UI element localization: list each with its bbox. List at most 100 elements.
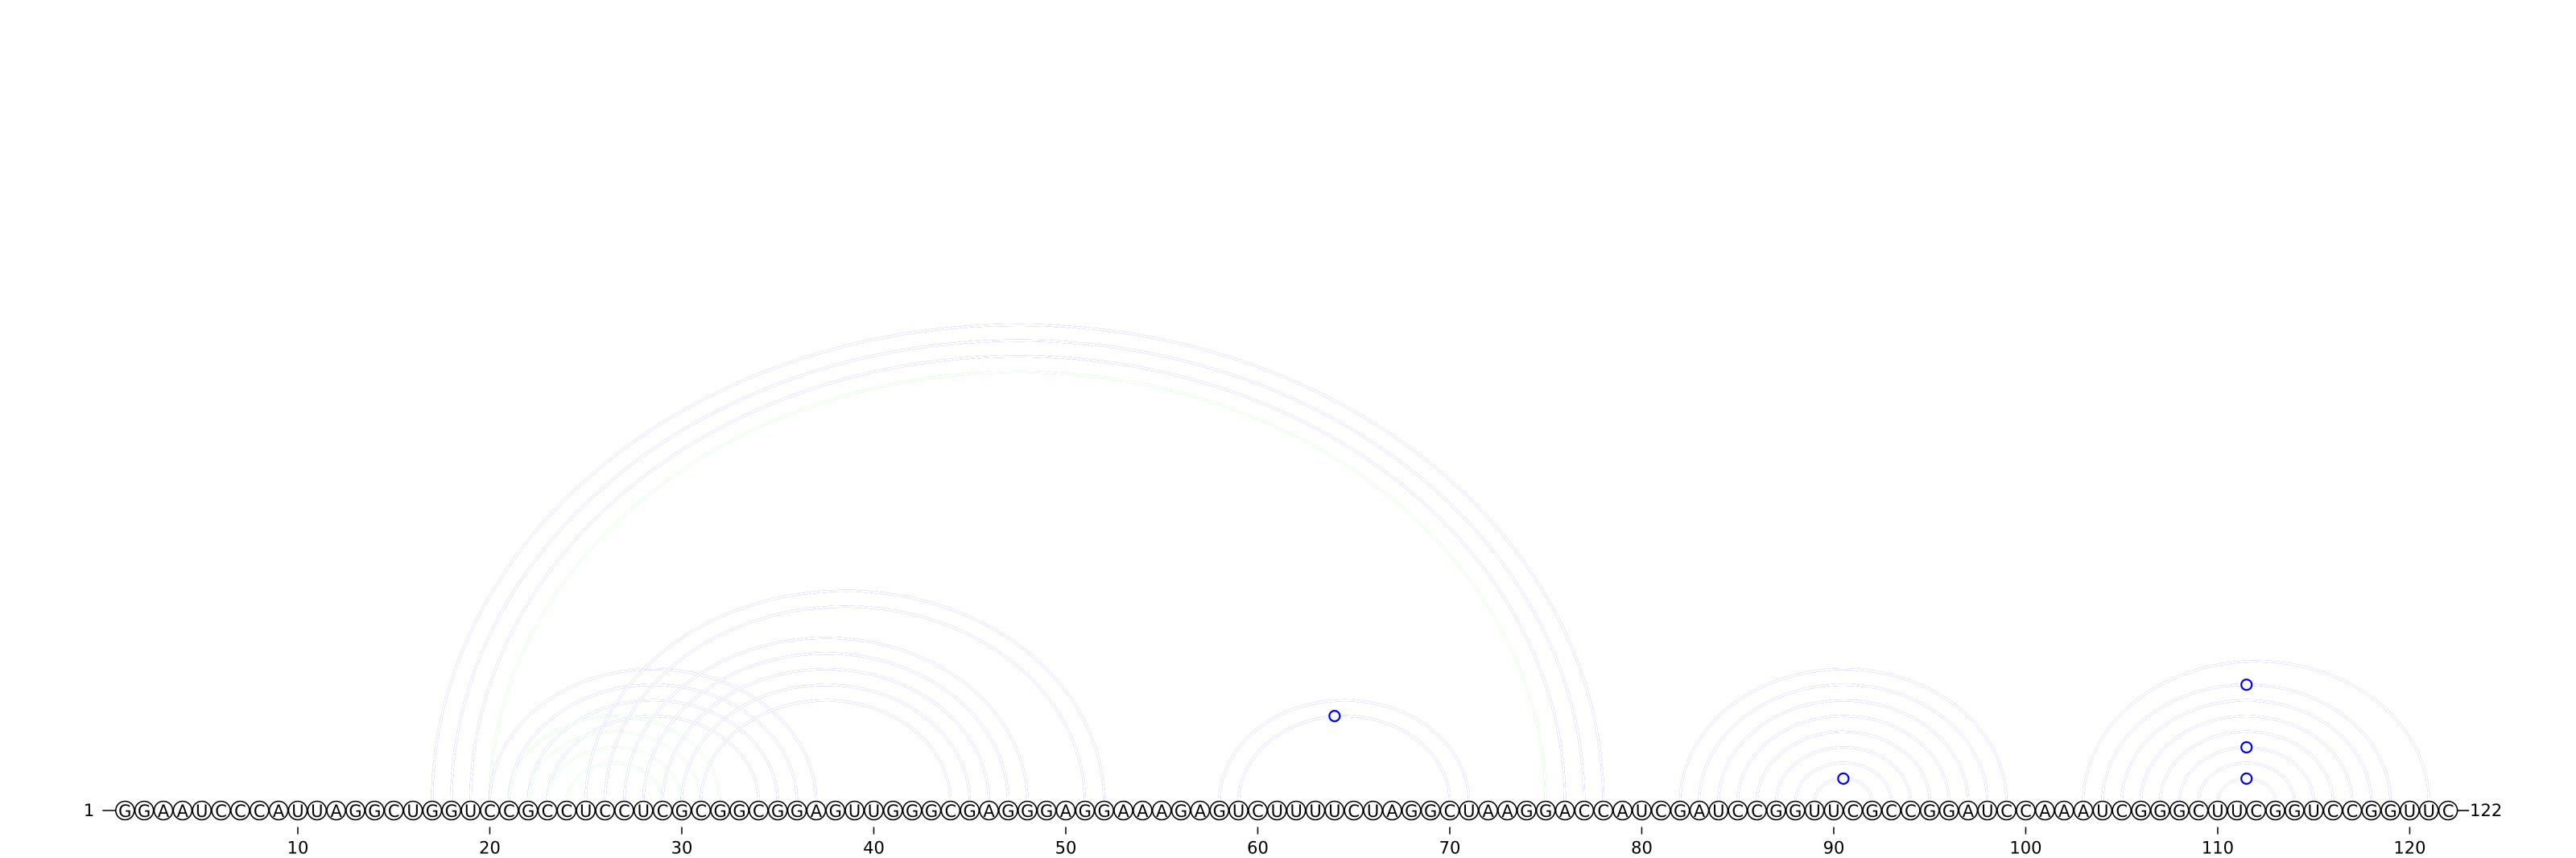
nucleotide: G — [1919, 800, 1940, 821]
base-pair-arc — [2197, 761, 2296, 802]
tick-label: 80 — [1631, 839, 1653, 858]
nucleotide-letter: U — [1981, 802, 1993, 821]
nucleotide: C — [498, 800, 519, 821]
nucleotide-letter: A — [1559, 802, 1571, 821]
nucleotide: U — [844, 800, 865, 821]
nucleotide-letter: G — [1866, 802, 1879, 821]
nucleotide: C — [2112, 800, 2132, 821]
nucleotide: U — [1459, 800, 1480, 821]
nucleotide: U — [1228, 800, 1249, 821]
nucleotide: C — [1996, 800, 2017, 821]
base-pair-arc — [2082, 660, 2430, 802]
nucleotide-letter: U — [1290, 802, 1302, 821]
base-pair-arc — [526, 699, 779, 802]
nucleotide: C — [1344, 800, 1364, 821]
nucleotide: U — [1305, 800, 1326, 821]
tick-label: 60 — [1247, 839, 1269, 858]
nucleotide: G — [1075, 800, 1096, 821]
nucleotide-letter: A — [1060, 802, 1072, 821]
base-pair-arc — [604, 605, 1087, 802]
tick-label: 40 — [863, 839, 885, 858]
nucleotide-letter: C — [1597, 802, 1609, 821]
nucleotide-letter: G — [829, 802, 842, 821]
nucleotide-letter: G — [2153, 802, 2166, 821]
base-pair-arc — [2159, 730, 2334, 802]
axis-tick: 50 — [1055, 827, 1077, 858]
nucleotide: A — [2035, 800, 2055, 821]
nucleotide-letter: G — [906, 802, 919, 821]
nucleotide: U — [307, 800, 328, 821]
nucleotide: U — [864, 800, 884, 821]
nucleotide-letter: C — [657, 802, 669, 821]
nucleotide: G — [2361, 800, 2382, 821]
nucleotide-letter: G — [1001, 802, 1014, 821]
base-pair-arc — [661, 667, 990, 802]
nucleotide-letter: C — [1847, 802, 1859, 821]
nucleotide-letter: G — [1923, 802, 1936, 821]
nucleotide: C — [556, 800, 577, 821]
nucleotide: G — [1766, 800, 1786, 821]
axis-tick: 10 — [287, 827, 308, 858]
nucleotide: A — [172, 800, 193, 821]
nucleotide: A — [1554, 800, 1575, 821]
nucleotide-letter: G — [1942, 802, 1955, 821]
nucleotide: G — [365, 800, 385, 821]
nucleotide: U — [1632, 800, 1652, 821]
base-pair-arc — [2120, 699, 2373, 802]
nucleotide-letter: G — [368, 802, 381, 821]
nucleotide-letter: G — [1040, 802, 1053, 821]
nucleotide: A — [153, 800, 174, 821]
nucleotide-letter: U — [1367, 802, 1379, 821]
nucleotide-letter: A — [2058, 802, 2070, 821]
nucleotide-letter: G — [1769, 802, 1782, 821]
nucleotide: A — [268, 800, 289, 821]
nucleotide-letter: C — [945, 802, 957, 821]
nucleotide: G — [115, 800, 135, 821]
tick-label: 50 — [1055, 839, 1077, 858]
nucleotide: G — [825, 800, 846, 821]
nucleotide: U — [1267, 800, 1287, 821]
nucleotide: C — [2438, 800, 2458, 821]
nucleotide-letter: A — [1501, 802, 1513, 821]
nucleotide-letter: C — [1348, 802, 1360, 821]
nucleotide-letter: G — [2134, 802, 2147, 821]
axis-tick: 30 — [671, 827, 693, 858]
nucleotide-letter: C — [1751, 802, 1763, 821]
base-pair-arc — [450, 339, 1586, 802]
nucleotide-letter: A — [1482, 802, 1494, 821]
nucleotide-letter: U — [1232, 802, 1245, 821]
nucleotide: U — [2092, 800, 2113, 821]
nucleotide: C — [230, 800, 250, 821]
nucleotide: G — [1420, 800, 1441, 821]
nucleotide-letter: C — [2116, 802, 2128, 821]
axis-tick: 20 — [479, 827, 501, 858]
nucleotide: G — [710, 800, 730, 821]
nucleotide-letter: U — [1636, 802, 1648, 821]
nucleotide: G — [786, 800, 807, 821]
nucleotide-letter: C — [2020, 802, 2032, 821]
nucleotide-letter: A — [811, 802, 823, 821]
nucleotide: U — [1977, 800, 1998, 821]
nucleotide-letter: C — [2442, 802, 2454, 821]
nucleotide: G — [921, 800, 942, 821]
base-pair-arc — [1794, 761, 1893, 802]
nucleotide: C — [2188, 800, 2209, 821]
sequence-backbone: 1 122 — [84, 801, 2502, 820]
nucleotide-letter: U — [291, 802, 303, 821]
base-pair-arc — [2140, 715, 2354, 802]
nucleotide: U — [633, 800, 654, 821]
nucleotide-letter: C — [2193, 802, 2205, 821]
axis-tick: 40 — [863, 827, 885, 858]
nucleotide: G — [960, 800, 980, 821]
nucleotide-letter: A — [1386, 802, 1398, 821]
tick-label: 30 — [671, 839, 693, 858]
nucleotide: C — [2342, 800, 2363, 821]
nucleotide-letter: A — [158, 802, 170, 821]
base-pair-arc — [1736, 715, 1951, 802]
nucleotide: A — [1478, 800, 1498, 821]
nucleotide-letter: C — [503, 802, 515, 821]
nucleotide-letter: G — [1539, 802, 1552, 821]
nucleotide: G — [422, 800, 443, 821]
